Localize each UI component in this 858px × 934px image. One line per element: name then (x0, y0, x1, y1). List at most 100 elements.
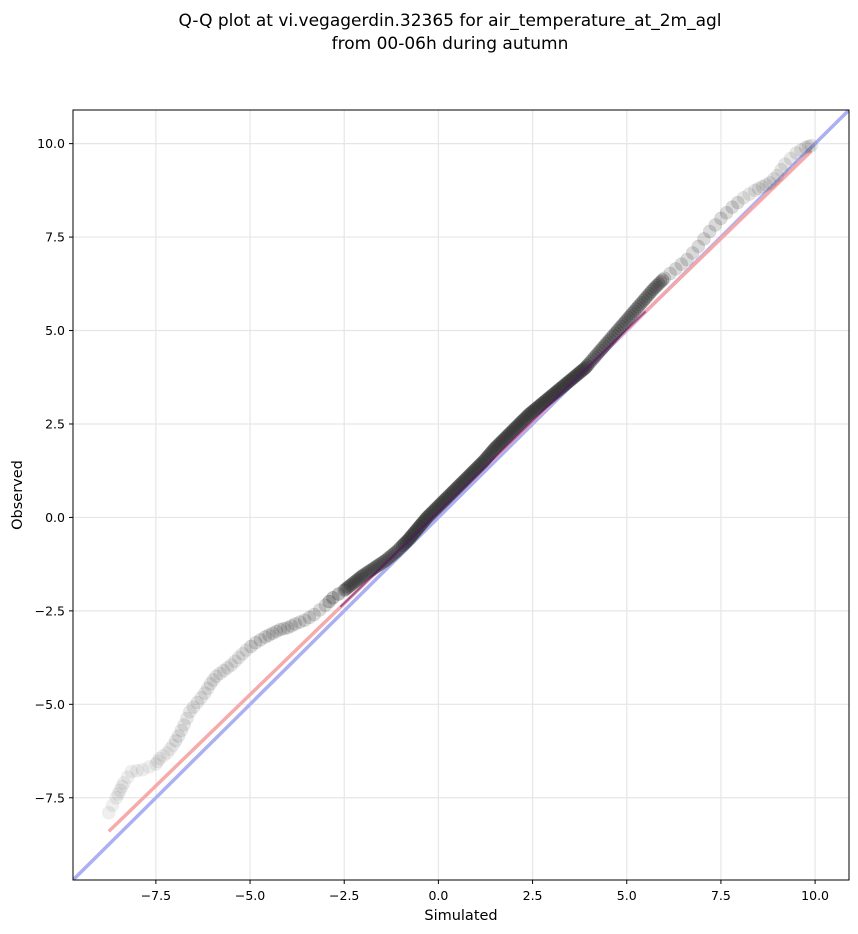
data-point (351, 572, 366, 586)
data-point (633, 297, 647, 312)
data-point (342, 579, 356, 594)
data-point (685, 246, 700, 260)
data-point (778, 157, 792, 171)
data-point (616, 317, 630, 332)
data-point (680, 252, 694, 267)
data-point (244, 639, 258, 654)
data-point (766, 172, 781, 186)
data-point (619, 313, 634, 327)
data-point (527, 403, 542, 417)
data-point (770, 168, 785, 183)
data-point (567, 370, 581, 385)
data-point (618, 315, 632, 329)
data-point (674, 257, 689, 271)
data-point (748, 183, 762, 198)
x-axis: −7.5 −5.0 −2.5 0.0 2.5 5.0 7.5 10.0 (141, 880, 829, 903)
data-point (587, 350, 602, 364)
data-point (258, 630, 272, 644)
data-point (378, 553, 393, 568)
data-point (265, 626, 280, 641)
data-point (318, 598, 333, 613)
data-point (520, 409, 534, 424)
data-point (277, 621, 291, 636)
data-point (307, 607, 321, 622)
data-point (625, 306, 640, 321)
y-tick-label: −2.5 (35, 603, 65, 618)
data-point (273, 622, 287, 637)
data-point (115, 779, 129, 794)
data-point (156, 748, 171, 763)
data-point (382, 550, 397, 565)
data-point (565, 372, 579, 386)
data-point (407, 525, 422, 540)
data-point (491, 437, 506, 452)
data-point (130, 763, 144, 778)
data-point (142, 760, 157, 774)
data-point (101, 805, 116, 820)
data-point (557, 378, 572, 392)
y-tick-label: 0.0 (45, 510, 65, 525)
data-point (638, 291, 653, 305)
data-point (376, 554, 391, 569)
data-point (297, 613, 312, 628)
data-point (403, 531, 417, 545)
data-point (589, 348, 604, 362)
x-tick-label: 10.0 (801, 888, 829, 903)
data-point (702, 224, 717, 239)
data-point (578, 361, 593, 375)
x-tick-label: 2.5 (523, 888, 543, 903)
data-point (512, 417, 527, 431)
data-point (731, 195, 745, 210)
data-point (288, 617, 303, 631)
data-point (353, 571, 367, 585)
x-tick-label: −5.0 (235, 888, 265, 903)
data-point (262, 628, 276, 642)
data-point (646, 282, 660, 297)
data-point (561, 375, 576, 389)
data-point (742, 187, 756, 201)
y-tick-label: 7.5 (45, 230, 65, 245)
data-point (360, 566, 374, 580)
data-point (113, 783, 127, 798)
x-tick-label: 5.0 (617, 888, 637, 903)
data-point (668, 262, 683, 276)
data-point (586, 352, 600, 366)
data-point (190, 695, 205, 710)
data-point (171, 729, 186, 743)
data-point (345, 577, 359, 591)
data-point (220, 661, 235, 675)
data-point (348, 574, 363, 589)
data-point (322, 594, 336, 609)
data-point (331, 587, 346, 601)
data-point (406, 527, 420, 542)
data-point (120, 770, 135, 785)
data-point (356, 568, 370, 583)
data-point (486, 443, 500, 458)
data-point (213, 666, 227, 681)
grid (73, 110, 849, 880)
data-point (293, 615, 307, 629)
data-point (340, 581, 355, 595)
data-point (691, 239, 706, 254)
data-point (166, 738, 180, 753)
x-tick-label: 7.5 (711, 888, 731, 903)
data-point (228, 654, 242, 669)
data-point (535, 396, 549, 411)
data-point (235, 647, 250, 661)
data-point (105, 798, 120, 813)
data-point (206, 673, 221, 687)
data-point (404, 529, 419, 543)
data-point (231, 650, 246, 665)
data-point (337, 583, 352, 598)
data-point (508, 420, 523, 435)
data-point (591, 345, 606, 360)
data-point (489, 439, 504, 454)
x-tick-label: −2.5 (329, 888, 359, 903)
data-point (648, 280, 662, 295)
data-point (326, 590, 340, 605)
data-point (149, 757, 163, 771)
data-point (657, 271, 672, 286)
y-tick-label: 10.0 (37, 136, 65, 151)
